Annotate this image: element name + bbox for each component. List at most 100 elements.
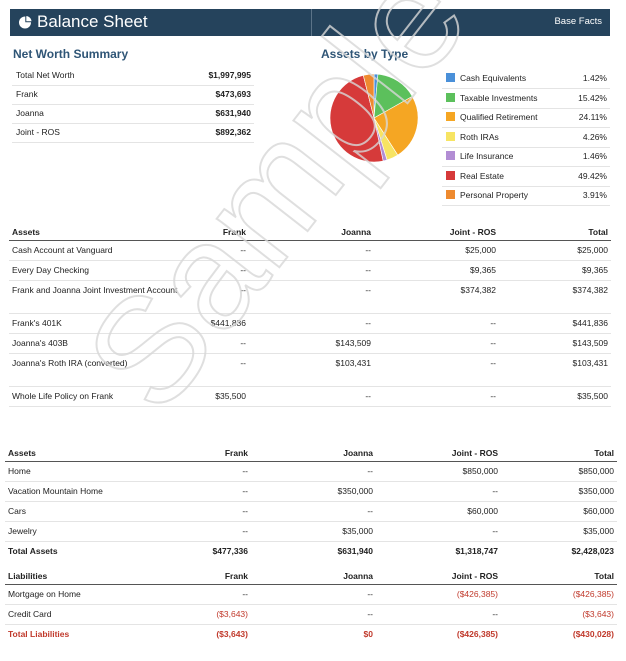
table-cell: $143,509 xyxy=(249,333,374,354)
table-row: Home -- -- $850,000 $850,000 xyxy=(5,461,617,482)
table-cell: $35,000 xyxy=(251,521,376,542)
column-header: Joint - ROS xyxy=(376,567,501,585)
table-cell: $631,940 xyxy=(337,546,373,556)
table-cell: Home xyxy=(5,461,165,482)
net-worth-label: Joint - ROS xyxy=(16,127,60,137)
table-row: Jewelry -- $35,000 -- $35,000 xyxy=(5,521,617,542)
table-cell: -- xyxy=(165,584,251,605)
table-row: Whole Life Policy on Frank $35,500 -- -- $35… xyxy=(9,386,611,407)
legend-value: 3.91% xyxy=(582,190,607,200)
table-row: Cash Account at Vanguard -- -- $25,000 $25,0… xyxy=(9,240,611,261)
table-cell: Total Assets xyxy=(8,546,58,556)
table-cell: -- xyxy=(251,461,376,482)
table-cell: ($426,385) xyxy=(456,629,498,639)
header-row: Assets Frank Joanna Joint - ROS Total xyxy=(5,444,617,462)
table-row: Frank's 401K $441,836 -- -- $441,836 xyxy=(9,313,611,334)
assets-by-type-title: Assets by Type xyxy=(321,47,409,61)
table-cell: Whole Life Policy on Frank xyxy=(9,386,199,407)
table-cell: Cars xyxy=(5,501,165,522)
table-cell: $35,500 xyxy=(199,386,249,407)
pie-slice xyxy=(362,73,375,119)
net-worth-title: Net Worth Summary xyxy=(13,47,129,61)
legend-value: 1.46% xyxy=(582,151,607,161)
table-cell: Total Liabilities xyxy=(8,629,70,639)
net-worth-row: Joanna $631,940 xyxy=(12,104,254,124)
table-cell: -- xyxy=(199,260,249,281)
table-cell: Credit Card xyxy=(5,604,165,625)
net-worth-value: $892,362 xyxy=(215,127,251,137)
table-cell: Cash Account at Vanguard xyxy=(9,240,199,261)
legend-label: Roth IRAs xyxy=(460,131,499,142)
legend-swatch xyxy=(446,92,455,102)
column-header: Joint - ROS xyxy=(374,223,499,241)
table-cell: -- xyxy=(165,481,251,502)
legend-swatch xyxy=(446,112,455,121)
table-cell: $350,000 xyxy=(251,481,376,502)
legend-item: Life Insurance 1.46% xyxy=(442,147,610,167)
assets-liabilities-table: Assets Frank Joanna Joint - ROS Total Home -- -… xyxy=(5,444,617,644)
table-cell: -- xyxy=(249,240,374,261)
table-cell: $441,836 xyxy=(499,313,611,334)
table-cell: $9,365 xyxy=(499,260,611,281)
legend-swatch xyxy=(446,73,455,82)
table-row: Mortgage on Home -- -- ($426,385) ($426,385) xyxy=(5,584,617,605)
legend-value: 24.11% xyxy=(578,112,607,122)
legend-label: Cash Equivalents xyxy=(460,73,527,83)
table-cell: -- xyxy=(374,333,499,354)
table-cell: Frank and Joanna Joint Investment Accoun… xyxy=(9,280,199,314)
table-cell: $1,318,747 xyxy=(455,546,498,556)
table-cell: -- xyxy=(165,501,251,522)
legend-swatch xyxy=(446,151,455,160)
table-cell: $441,836 xyxy=(199,313,249,334)
table-cell: ($3,643) xyxy=(216,629,248,639)
table-cell: $143,509 xyxy=(499,333,611,354)
table-cell: -- xyxy=(249,260,374,281)
legend-item: Personal Property 3.91% xyxy=(442,186,610,206)
legend-swatch xyxy=(446,170,455,180)
table-cell: $850,000 xyxy=(376,461,501,482)
table-cell: -- xyxy=(199,240,249,261)
net-worth-row: Total Net Worth $1,997,995 xyxy=(12,66,254,86)
table-row: Joanna's Roth IRA (converted) -- $103,431-… xyxy=(9,353,611,387)
column-header: Joanna xyxy=(251,567,376,585)
table-cell: $60,000 xyxy=(501,501,617,522)
table-cell: -- xyxy=(249,386,374,407)
legend-value: 4.26% xyxy=(582,131,607,142)
table-cell: $35,500 xyxy=(499,386,611,407)
total-assets-row: Total Assets $477,336 $631,940 $1,318,747 $2… xyxy=(5,542,617,562)
table-row: Frank and Joanna Joint Investment Accoun… xyxy=(9,280,611,314)
column-header: Joint - ROS xyxy=(376,444,501,462)
base-facts-label: Base Facts xyxy=(554,16,602,27)
table-cell: $60,000 xyxy=(376,501,501,522)
column-header: Total xyxy=(501,444,617,462)
table-cell: $350,000 xyxy=(501,481,617,502)
table-cell: -- xyxy=(376,521,501,542)
table-cell: -- xyxy=(251,584,376,605)
table-cell: -- xyxy=(374,313,499,334)
table-cell: $2,428,023 xyxy=(571,546,614,556)
column-header: Assets xyxy=(5,444,165,462)
net-worth-value: $473,693 xyxy=(215,89,251,99)
table-row: Every Day Checking -- -- $9,365 $9,365 xyxy=(9,260,611,281)
table-row: Vacation Mountain Home -- $350,000 -- $350,0… xyxy=(5,481,617,502)
table-cell: -- xyxy=(376,604,501,625)
table-cell: -- xyxy=(199,280,249,314)
table-cell: -- xyxy=(251,604,376,625)
table-cell: $25,000 xyxy=(374,240,499,261)
table-cell: -- xyxy=(374,386,499,407)
table-cell: ($3,643) xyxy=(165,604,251,625)
table-cell: $374,382 xyxy=(499,280,611,314)
table-row: Joanna's 403B -- $143,509 -- $143,509 xyxy=(9,333,611,354)
column-header: Total xyxy=(501,567,617,585)
legend-item: Qualified Retirement 24.11% xyxy=(442,108,610,128)
column-header: Liabilities xyxy=(5,567,165,585)
legend-value: 49.42% xyxy=(578,170,607,181)
table-cell: -- xyxy=(249,280,374,314)
legend-label: Life Insurance xyxy=(460,151,514,161)
table-cell: Joanna's Roth IRA (converted) xyxy=(9,353,199,387)
assets-pie-chart xyxy=(329,73,419,163)
table-row: Cars -- -- $60,000 $60,000 xyxy=(5,501,617,522)
table-cell: -- xyxy=(251,501,376,522)
column-header: Frank xyxy=(199,223,249,241)
net-worth-row: Frank $473,693 xyxy=(12,85,254,105)
